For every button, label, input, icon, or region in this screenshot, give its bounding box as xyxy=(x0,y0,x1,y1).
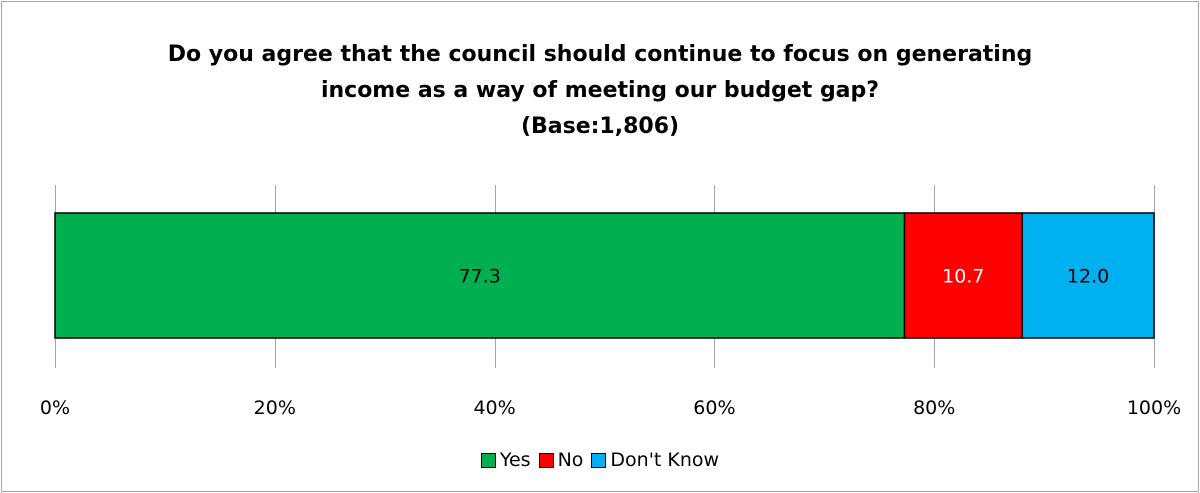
bar-segment-1 xyxy=(903,212,1023,339)
x-tick-label-1: 20% xyxy=(254,397,296,419)
legend-item-dont-know: Don't Know xyxy=(591,449,719,471)
chart-title-line-1: Do you agree that the council should con… xyxy=(167,42,1033,67)
x-tick-label-5: 100% xyxy=(1127,397,1181,419)
legend-swatch-yes xyxy=(480,452,496,468)
legend-label-no: No xyxy=(557,449,584,471)
data-label-2: 12.0 xyxy=(1067,266,1109,288)
bar-segment-2 xyxy=(1021,212,1155,339)
legend-label-yes: Yes xyxy=(499,449,531,471)
legend-swatch-no xyxy=(538,452,554,468)
chart-title-line-3: (Base:1,806) xyxy=(520,114,680,139)
legend-item-yes: Yes xyxy=(480,449,531,471)
data-label-1: 10.7 xyxy=(942,266,984,288)
chart-title-line-2: income as a way of meeting our budget ga… xyxy=(320,78,880,103)
legend-item-no: No xyxy=(538,449,584,471)
x-tick-label-3: 60% xyxy=(693,397,735,419)
data-label-0: 77.3 xyxy=(459,266,501,288)
chart-title: Do you agree that the council should con… xyxy=(0,37,1200,145)
legend-label-dont-know: Don't Know xyxy=(610,449,720,471)
legend-swatch-dont-know xyxy=(591,452,607,468)
legend: Yes No Don't Know xyxy=(0,449,1200,471)
x-tick-label-0: 0% xyxy=(40,397,70,419)
x-tick-label-4: 80% xyxy=(913,397,955,419)
x-tick-label-2: 40% xyxy=(473,397,515,419)
